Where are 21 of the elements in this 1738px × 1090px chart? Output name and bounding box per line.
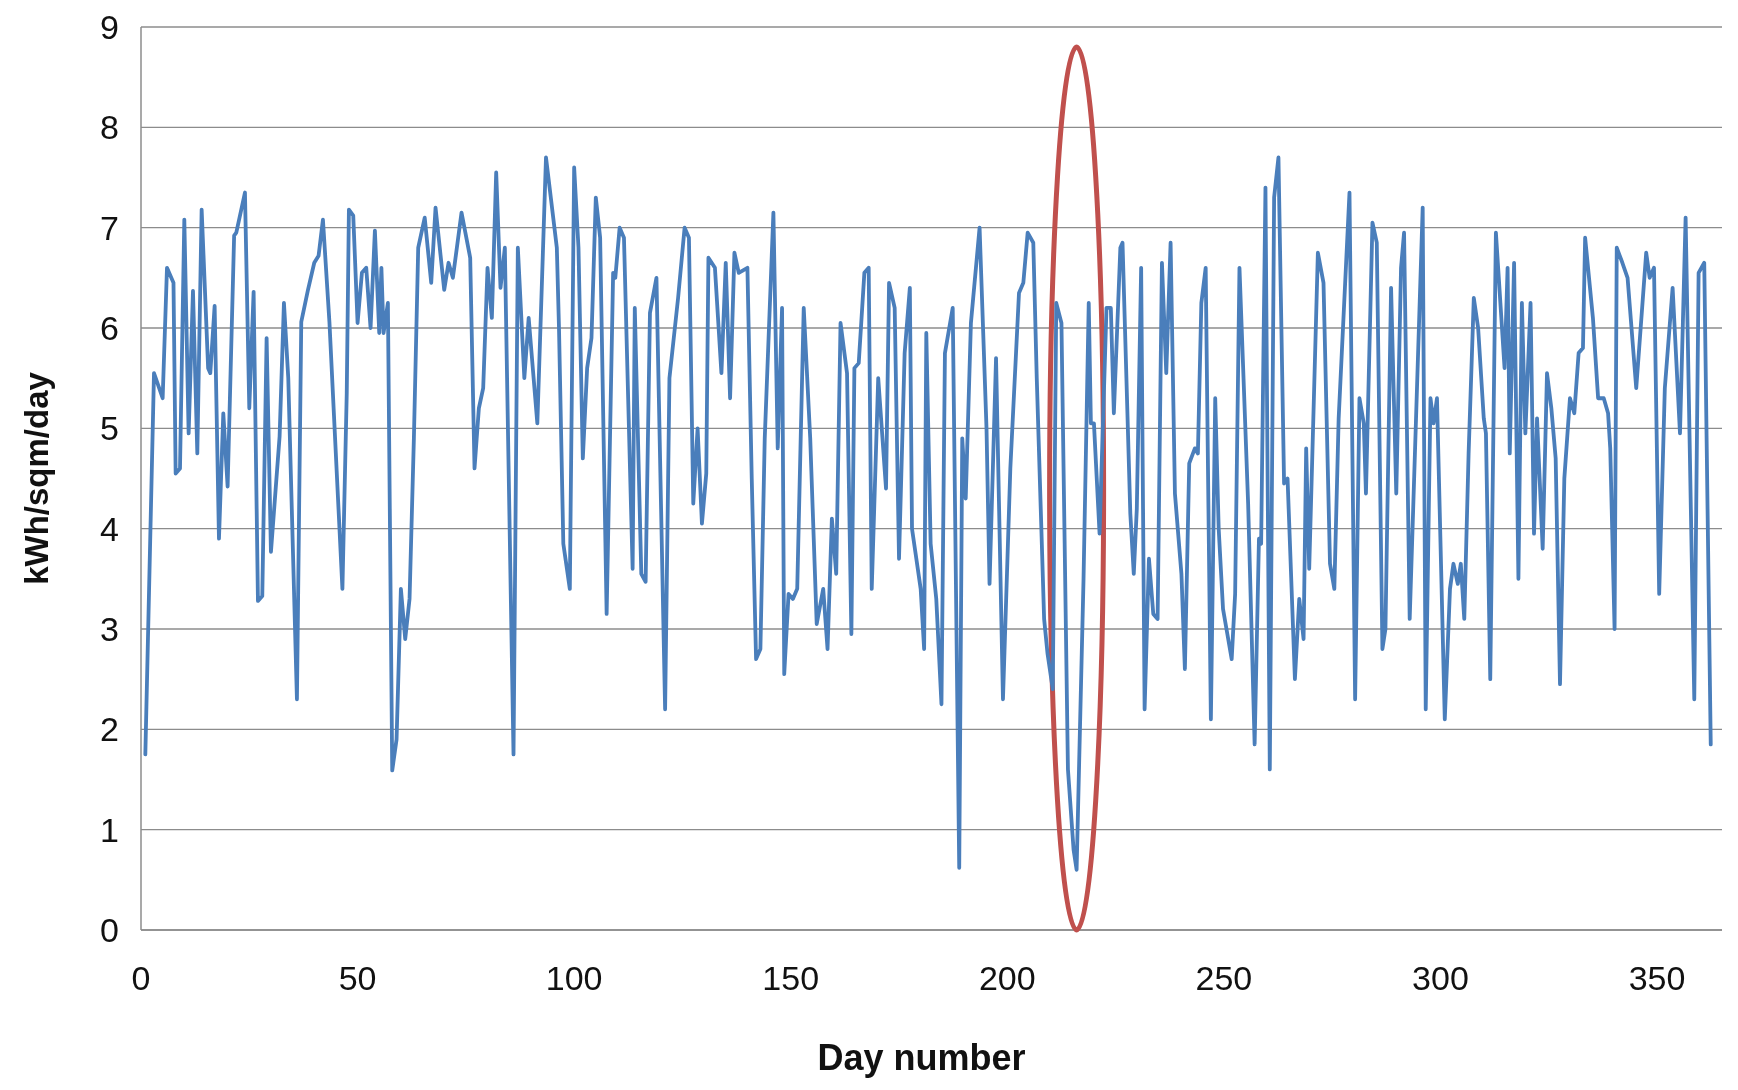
y-tick-label: 2 bbox=[100, 710, 119, 749]
line-series bbox=[143, 155, 1713, 872]
y-tick-label: 1 bbox=[100, 810, 119, 849]
x-tick-label: 350 bbox=[1628, 959, 1686, 997]
y-axis-title: kWh/sqm/day bbox=[18, 371, 55, 585]
x-tick-label: 300 bbox=[1412, 959, 1469, 997]
y-tick-label: 5 bbox=[100, 409, 119, 448]
y-tick-label: 3 bbox=[100, 610, 119, 648]
y-tick-label: 9 bbox=[100, 8, 119, 46]
x-tick-label: 150 bbox=[762, 959, 820, 997]
x-tick-label: 50 bbox=[338, 959, 377, 997]
y-tick-label: 0 bbox=[100, 911, 119, 949]
y-tick-label: 4 bbox=[100, 509, 119, 548]
x-tick-label: 200 bbox=[978, 959, 1036, 997]
x-tick-label: 250 bbox=[1195, 959, 1253, 997]
y-tick-label: 7 bbox=[100, 208, 119, 247]
x-tick-label: 0 bbox=[131, 959, 151, 997]
y-tick-label: 8 bbox=[100, 108, 119, 147]
x-axis-title: Day number bbox=[817, 1037, 1026, 1078]
y-tick-label: 6 bbox=[100, 309, 119, 347]
x-tick-label: 100 bbox=[545, 959, 603, 997]
